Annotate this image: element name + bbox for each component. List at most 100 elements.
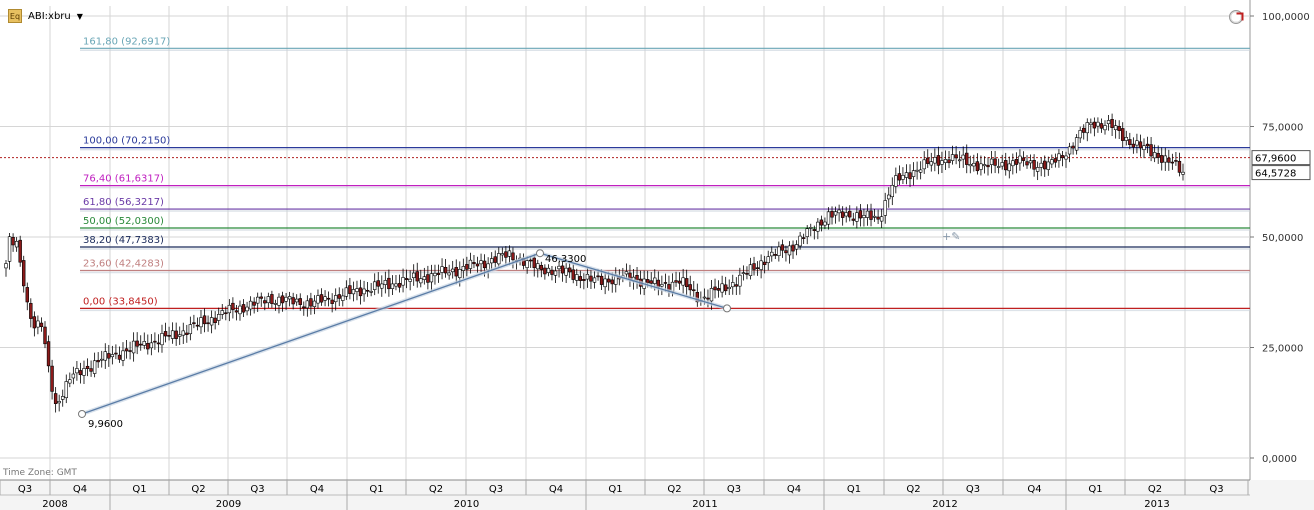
candle-body-12 (46, 341, 51, 367)
quarter-label-3: Q2 (191, 484, 205, 495)
candle-body-178 (635, 274, 639, 281)
candle-body-168 (599, 275, 604, 285)
candle-body-127 (454, 267, 458, 277)
candle-body-307 (1092, 121, 1097, 129)
candle-body-123 (440, 266, 444, 273)
candle-body-120 (429, 273, 434, 283)
candle-body-202 (720, 283, 724, 293)
y-axis-panel (1250, 0, 1314, 480)
candle-body-301 (1071, 145, 1075, 149)
candle-body-261 (929, 161, 933, 166)
candle-body-313 (1113, 125, 1118, 131)
candle-body-214 (762, 261, 767, 265)
candle-body-330 (1174, 160, 1178, 162)
candle-body-325 (1156, 153, 1160, 158)
y-tick-label-4: 100,0000 (1262, 12, 1310, 23)
candle-body-250 (890, 184, 894, 198)
candle-body-142 (507, 250, 512, 257)
candle-body-229 (816, 221, 820, 232)
candle-body-130 (465, 264, 469, 270)
candle-body-186 (663, 282, 668, 284)
candle-body-183 (653, 277, 657, 284)
candle-body-308 (1096, 121, 1100, 127)
candle-body-153 (546, 267, 551, 273)
candle-body-246 (876, 216, 880, 220)
candle-body-274 (975, 161, 980, 172)
candle-body-221 (787, 245, 792, 256)
candle-body-218 (777, 246, 781, 256)
candle-body-9 (36, 320, 40, 328)
candle-body-45 (163, 331, 168, 337)
candle-body-328 (1167, 157, 1171, 163)
candle-body-284 (1011, 160, 1015, 167)
candle-body-171 (610, 279, 614, 285)
candle-body-72 (259, 296, 263, 299)
candle-body-211 (752, 263, 756, 270)
candle-body-108 (387, 277, 391, 290)
candle-body-35 (128, 350, 132, 352)
candle-body-150 (536, 263, 540, 270)
fib-label-1: 100,00 (70,2150) (83, 136, 170, 147)
candle-body-322 (1145, 143, 1150, 147)
candle-body-25 (92, 360, 97, 374)
candle-body-320 (1138, 141, 1143, 149)
candle-body-258 (918, 169, 923, 173)
year-label-0: 2008 (42, 499, 67, 510)
candle-body-253 (901, 175, 905, 180)
candle-body-166 (592, 277, 597, 283)
candle-body-315 (1121, 128, 1125, 141)
candle-body-22 (82, 368, 86, 376)
candle-body-220 (784, 250, 788, 254)
quarter-label-11: Q2 (667, 484, 681, 495)
candle-body-116 (415, 271, 419, 282)
candle-body-304 (1082, 127, 1086, 133)
candle-body-275 (979, 163, 983, 170)
year-label-2: 2010 (454, 499, 479, 510)
year-label-4: 2012 (932, 499, 957, 510)
price-box-label-1: 64,5728 (1255, 169, 1296, 180)
candle-body-85 (305, 300, 310, 309)
fib-label-7: 0,00 (33,8450) (83, 296, 158, 307)
candle-body-198 (706, 297, 710, 300)
quarter-label-7: Q2 (429, 484, 443, 495)
candle-body-277 (986, 164, 990, 168)
candle-body-311 (1106, 120, 1111, 125)
candle-body-138 (493, 256, 497, 263)
candle-body-101 (362, 288, 366, 295)
ticker-selector[interactable]: ABI:xbru (28, 10, 71, 22)
anchor-label-high: 46,3300 (545, 254, 586, 265)
candle-body-159 (567, 267, 572, 273)
candle-body-62 (224, 312, 228, 315)
chevron-down-icon[interactable]: ▼ (76, 11, 83, 21)
candle-body-70 (252, 301, 256, 306)
candle-body-125 (447, 272, 451, 276)
candle-body-5 (22, 260, 26, 287)
candle-body-31 (114, 352, 118, 355)
candle-body-252 (897, 173, 902, 181)
candle-body-107 (383, 280, 388, 285)
clock-icon[interactable] (1229, 10, 1243, 24)
candle-body-321 (1142, 145, 1146, 150)
candle-body-52 (188, 324, 193, 335)
candle-body-249 (887, 194, 891, 200)
candle-body-158 (564, 267, 568, 276)
candle-body-264 (940, 160, 944, 165)
candle-body-14 (53, 393, 58, 404)
candle-body-2 (11, 236, 15, 246)
candle-body-243 (865, 210, 870, 218)
candle-body-27 (100, 358, 104, 361)
candle-body-50 (181, 330, 185, 336)
candle-body-204 (727, 286, 731, 290)
candle-body-65 (234, 310, 239, 313)
candle-body-208 (741, 272, 746, 274)
candle-body-68 (245, 306, 249, 312)
candle-body-302 (1074, 137, 1079, 151)
candle-body-290 (1032, 159, 1036, 170)
candle-body-113 (404, 278, 409, 280)
candle-body-200 (713, 286, 717, 291)
quarter-label-8: Q3 (489, 484, 503, 495)
candle-body-139 (497, 253, 501, 265)
candle-body-237 (844, 212, 848, 217)
candle-body-79 (284, 296, 288, 302)
